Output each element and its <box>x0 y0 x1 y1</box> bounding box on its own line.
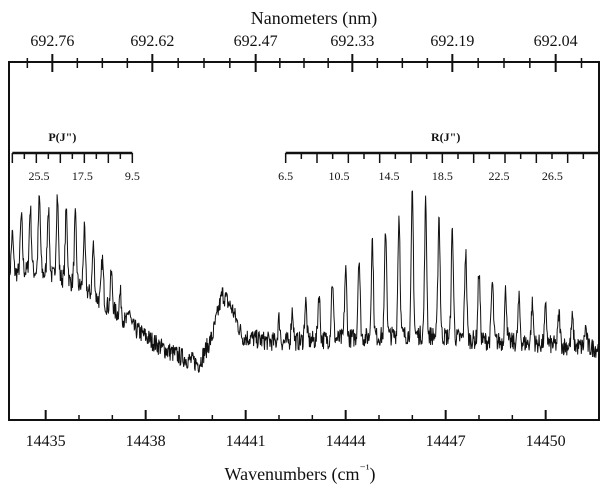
branch-label: R(J") <box>431 130 460 144</box>
bottom-axis-ticks: 14435 14438 14441 14444 14447 14450 <box>26 410 566 450</box>
x-tick-label: 14435 <box>26 433 66 450</box>
x2-tick-label: 692.19 <box>430 33 474 50</box>
x2-tick-label: 692.33 <box>330 33 374 50</box>
branch-tick-label: 10.5 <box>329 169 350 183</box>
x-tick-label: 14438 <box>126 433 166 450</box>
x-tick-label: 14441 <box>226 433 266 450</box>
x-tick-label: 14447 <box>426 433 466 450</box>
x2-tick-label: 692.62 <box>130 33 174 50</box>
top-axis-ticks: 692.76 692.62 692.47 692.33 692.19 692.04 <box>26 33 583 72</box>
x-tick-label: 14450 <box>526 433 566 450</box>
branch-label: P(J") <box>48 130 76 144</box>
x2-tick-label: 692.04 <box>534 33 578 50</box>
x2-tick-label: 692.47 <box>234 33 278 50</box>
branch-tick-label: 17.5 <box>72 169 93 183</box>
branch-tick-label: 25.5 <box>29 169 50 183</box>
branch-tick-label: 14.5 <box>379 169 400 183</box>
x-tick-label: 14444 <box>326 433 366 450</box>
branch-assignments: P(J") 25.5 17.5 9.5 R(J") 6.5 10.5 14.5 18.5 22.5… <box>11 130 600 183</box>
spectrum-trace <box>8 190 600 373</box>
bottom-axis-title: Wavenumbers (cm⁻¹) <box>225 462 376 485</box>
x2-tick-label: 692.76 <box>30 33 74 50</box>
plot-frame <box>8 61 600 421</box>
branch-tick-label: 9.5 <box>125 169 140 183</box>
branch-tick-label: 18.5 <box>432 169 453 183</box>
r-branch: R(J") 6.5 10.5 14.5 18.5 22.5 26.5 <box>278 130 600 183</box>
top-axis-title: Nanometers (nm) <box>251 8 377 29</box>
p-branch: P(J") 25.5 17.5 9.5 <box>11 130 140 183</box>
branch-tick-label: 26.5 <box>542 169 563 183</box>
branch-tick-label: 22.5 <box>489 169 510 183</box>
branch-tick-label: 6.5 <box>278 169 293 183</box>
